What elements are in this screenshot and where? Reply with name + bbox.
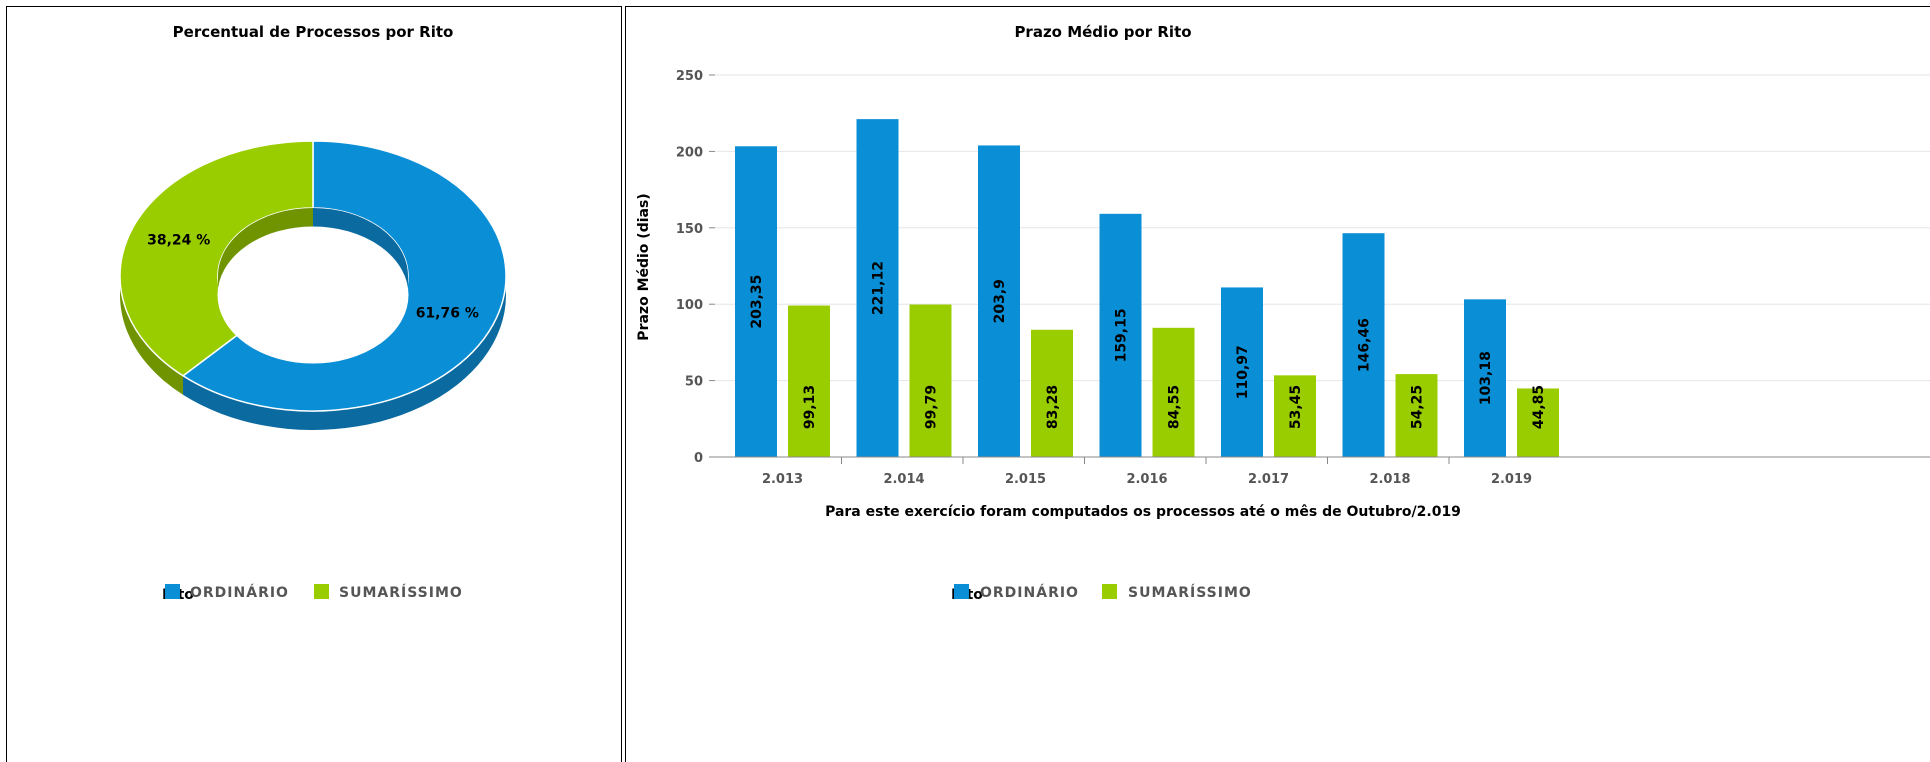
bar-chart-title: Prazo Médio por Rito: [1014, 23, 1191, 41]
bar-ordinario-2-015[interactable]: [978, 145, 1020, 457]
bar-legend-swatch-sumarissimo: [1102, 584, 1117, 599]
bar-sumarissimo-2-015[interactable]: [1031, 329, 1073, 457]
bar-ordinario-2-019[interactable]: [1464, 299, 1506, 457]
data-label-ordinario-2-013: 203,35: [749, 275, 765, 329]
bar-ordinario-2-014[interactable]: [856, 119, 899, 458]
bar-sumarissimo-2-017[interactable]: [1274, 375, 1316, 457]
bar-sumarissimo-2-013[interactable]: [788, 305, 830, 457]
bar-legend-label-ordinario: ORDINÁRIO: [980, 584, 1079, 601]
x-tick-label: 2.018: [1369, 472, 1410, 487]
data-label-sumarissimo-2-018: 54,25: [1410, 385, 1426, 429]
bar-chart-panel: Prazo Médio por Rito Prazo Médio (dias) …: [625, 6, 1930, 762]
bar-legend-item-ordinario[interactable]: ORDINÁRIO: [954, 584, 1079, 601]
x-tick-label: 2.016: [1126, 472, 1167, 487]
bar-sumarissimo-2-019[interactable]: [1517, 388, 1559, 457]
pie-chart-title: Percentual de Processos por Rito: [173, 23, 454, 41]
bar-ordinario-2-017[interactable]: [1221, 287, 1263, 457]
data-label-ordinario-2-017: 110,97: [1235, 345, 1251, 399]
data-label-ordinario-2-014: 221,12: [871, 261, 887, 315]
y-tick-label: 250: [676, 69, 703, 84]
x-axis-title: Para este exercício foram computados os …: [825, 504, 1461, 520]
y-tick-label: 100: [676, 298, 703, 313]
x-tick-label: 2.015: [1005, 472, 1046, 487]
bar-sumarissimo-2-014[interactable]: [909, 304, 952, 457]
pie-label-sumarissimo: 38,24 %: [147, 232, 210, 248]
x-tick-label: 2.017: [1248, 472, 1289, 487]
bar-chart: Prazo Médio por Rito Prazo Médio (dias) …: [636, 23, 1930, 603]
data-label-sumarissimo-2-016: 84,55: [1167, 385, 1183, 429]
pie-legend-item-sumarissimo[interactable]: SUMARÍSSIMO: [314, 584, 463, 601]
data-label-sumarissimo-2-014: 99,79: [924, 385, 940, 429]
bar-legend-item-sumarissimo[interactable]: SUMARÍSSIMO: [1102, 584, 1252, 601]
y-tick-label: 150: [676, 222, 703, 237]
pie-legend-label-ordinario: ORDINÁRIO: [190, 584, 289, 601]
y-tick-label: 0: [694, 451, 703, 466]
data-label-ordinario-2-015: 203,9: [992, 279, 1008, 323]
data-label-sumarissimo-2-015: 83,28: [1045, 385, 1061, 429]
bar-ordinario-2-016[interactable]: [1099, 213, 1142, 457]
bar-ordinario-2-013[interactable]: [735, 146, 777, 458]
data-label-ordinario-2-016: 159,15: [1114, 308, 1130, 362]
pie-legend-label-sumarissimo: SUMARÍSSIMO: [339, 584, 463, 601]
bar-ordinario-2-018[interactable]: [1342, 233, 1385, 457]
pie-legend-swatch-ordinario: [165, 584, 180, 599]
pie-legend-swatch-sumarissimo: [314, 584, 329, 599]
y-tick-label: 200: [676, 145, 703, 160]
x-tick-label: 2.013: [762, 472, 803, 487]
pie-chart: Percentual de Processos por Rito 61,76 %…: [119, 23, 507, 603]
pie-slice-inner-wall-sumarissimo: [218, 208, 313, 295]
y-axis-title: Prazo Médio (dias): [636, 193, 652, 340]
bar-sumarissimo-2-016[interactable]: [1152, 327, 1195, 457]
data-label-ordinario-2-018: 146,46: [1357, 318, 1373, 372]
x-tick-label: 2.014: [883, 472, 924, 487]
bar-sumarissimo-2-018[interactable]: [1395, 374, 1438, 457]
data-label-sumarissimo-2-017: 53,45: [1288, 385, 1304, 429]
y-tick-label: 50: [685, 375, 703, 390]
x-tick-label: 2.019: [1491, 472, 1532, 487]
data-label-sumarissimo-2-019: 44,85: [1531, 385, 1547, 429]
pie-label-ordinario: 61,76 %: [416, 306, 479, 322]
bar-legend-swatch-ordinario: [954, 584, 969, 599]
pie-slice-side-ordinario: [183, 141, 507, 430]
data-label-sumarissimo-2-013: 99,13: [802, 385, 818, 429]
donut-hole: [217, 226, 409, 364]
pie-chart-panel: Percentual de Processos por Rito 61,76 %…: [6, 6, 622, 762]
pie-legend-item-ordinario[interactable]: ORDINÁRIO: [165, 584, 289, 601]
data-label-ordinario-2-019: 103,18: [1478, 351, 1494, 405]
pie-slice-inner-wall-ordinario: [313, 208, 408, 295]
bar-legend-label-sumarissimo: SUMARÍSSIMO: [1128, 584, 1252, 601]
